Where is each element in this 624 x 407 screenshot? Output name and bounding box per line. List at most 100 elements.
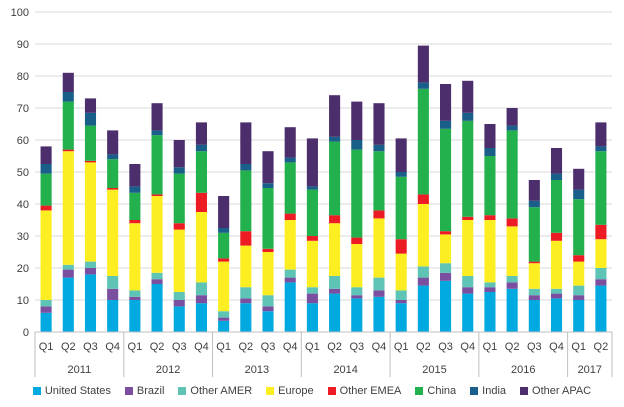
- legend-label: India: [482, 385, 507, 397]
- bar-segment: [506, 108, 518, 126]
- legend-swatch: [327, 387, 336, 395]
- bar-segment: [395, 239, 407, 254]
- bar-segment: [40, 164, 52, 174]
- bar-segment: [195, 151, 207, 193]
- bar-segment: [373, 296, 385, 332]
- year-label: 2017: [578, 364, 602, 376]
- legend-swatch: [470, 387, 479, 395]
- bar-segment: [506, 288, 518, 332]
- bar-segment: [550, 232, 563, 241]
- bar-segment: [351, 244, 363, 288]
- bar-segment: [62, 151, 74, 265]
- year-label: 2016: [511, 364, 535, 376]
- bar-segment: [573, 168, 585, 190]
- bar-segment: [240, 231, 252, 246]
- bar-segment: [550, 180, 563, 233]
- x-tick-label: Q3: [172, 341, 187, 353]
- bar-segment: [550, 298, 563, 332]
- bar-segment: [373, 210, 385, 219]
- bar-segment: [173, 223, 185, 230]
- bar-segment: [550, 293, 563, 299]
- bar-segment: [484, 282, 496, 288]
- bar-segment: [84, 261, 97, 268]
- bar-segment: [462, 293, 474, 332]
- bar-segment: [462, 276, 474, 288]
- x-tick-label: Q1: [216, 341, 231, 353]
- bar-segment: [506, 276, 518, 283]
- bar-segment: [351, 149, 363, 238]
- bar-segment: [528, 288, 540, 296]
- legend-label: Europe: [278, 385, 314, 397]
- bar-segment: [151, 135, 163, 195]
- bar-segment: [373, 144, 385, 152]
- y-tick-label: 50: [17, 167, 29, 179]
- bar-segment: [173, 292, 185, 300]
- bar-segment: [395, 300, 407, 304]
- bar-segment: [62, 269, 74, 278]
- legend-label: United States: [44, 385, 111, 397]
- year-label: 2014: [333, 364, 357, 376]
- bar-segment: [417, 45, 429, 83]
- x-tick-label: Q2: [594, 341, 609, 353]
- bar-segment: [440, 280, 452, 332]
- bar-segment: [107, 300, 119, 332]
- bar-segment: [506, 130, 518, 219]
- x-tick-label: Q4: [372, 341, 387, 353]
- bar-segment: [306, 189, 318, 236]
- bar-segment: [528, 300, 540, 332]
- bar-segment: [373, 218, 385, 278]
- legend-item: Europe: [266, 382, 314, 400]
- bar-segment: [573, 255, 585, 262]
- bar-segment: [528, 180, 540, 201]
- bar-segment: [240, 245, 252, 288]
- x-tick-label: Q1: [483, 341, 498, 353]
- bar-segment: [550, 240, 563, 289]
- bar-segment: [84, 112, 97, 126]
- y-tick-label: 0: [23, 327, 29, 339]
- gridlines: [35, 11, 612, 333]
- bar-segment: [129, 220, 141, 224]
- bar-segment: [84, 268, 97, 275]
- bar-segment: [573, 285, 585, 296]
- bar-segment: [129, 296, 141, 300]
- bar-segment: [62, 264, 74, 270]
- bar-segment: [528, 207, 540, 262]
- bar-segment: [195, 192, 207, 212]
- bar-segment: [129, 186, 141, 193]
- bar-segment: [329, 223, 341, 276]
- bar-segment: [440, 84, 452, 121]
- bar-segment: [284, 157, 296, 163]
- bar-segment: [395, 290, 407, 300]
- bar-segment: [195, 303, 207, 332]
- bar-segment: [62, 92, 74, 102]
- bar-segment: [329, 276, 341, 289]
- bar-segment: [373, 151, 385, 211]
- bar-segment: [240, 303, 252, 332]
- bar-segment: [240, 298, 252, 304]
- bar-segment: [262, 151, 274, 184]
- legend-swatch: [32, 387, 41, 395]
- bar-segment: [462, 120, 474, 217]
- bar-segment: [151, 196, 163, 273]
- bar-segment: [306, 287, 318, 294]
- bar-segment: [262, 295, 274, 307]
- bar-segment: [107, 130, 119, 155]
- bar-segment: [151, 272, 163, 280]
- bar-segment: [329, 95, 341, 137]
- bar-segment: [84, 274, 97, 332]
- bar-segment: [262, 188, 274, 249]
- bar-segment: [417, 204, 429, 267]
- bar-segment: [395, 138, 407, 172]
- bar-segment: [550, 148, 563, 174]
- bar-segment: [306, 138, 318, 187]
- x-tick-label: Q1: [394, 341, 409, 353]
- bar-segment: [573, 261, 585, 286]
- bar-segment: [40, 210, 52, 300]
- y-tick-label: 40: [17, 199, 29, 211]
- x-tick-label: Q1: [305, 341, 320, 353]
- bar-segment: [284, 162, 296, 214]
- bar-segment: [417, 82, 429, 89]
- bar-segment: [240, 122, 252, 164]
- x-tick-label: Q4: [283, 341, 298, 353]
- bar-segment: [84, 98, 97, 113]
